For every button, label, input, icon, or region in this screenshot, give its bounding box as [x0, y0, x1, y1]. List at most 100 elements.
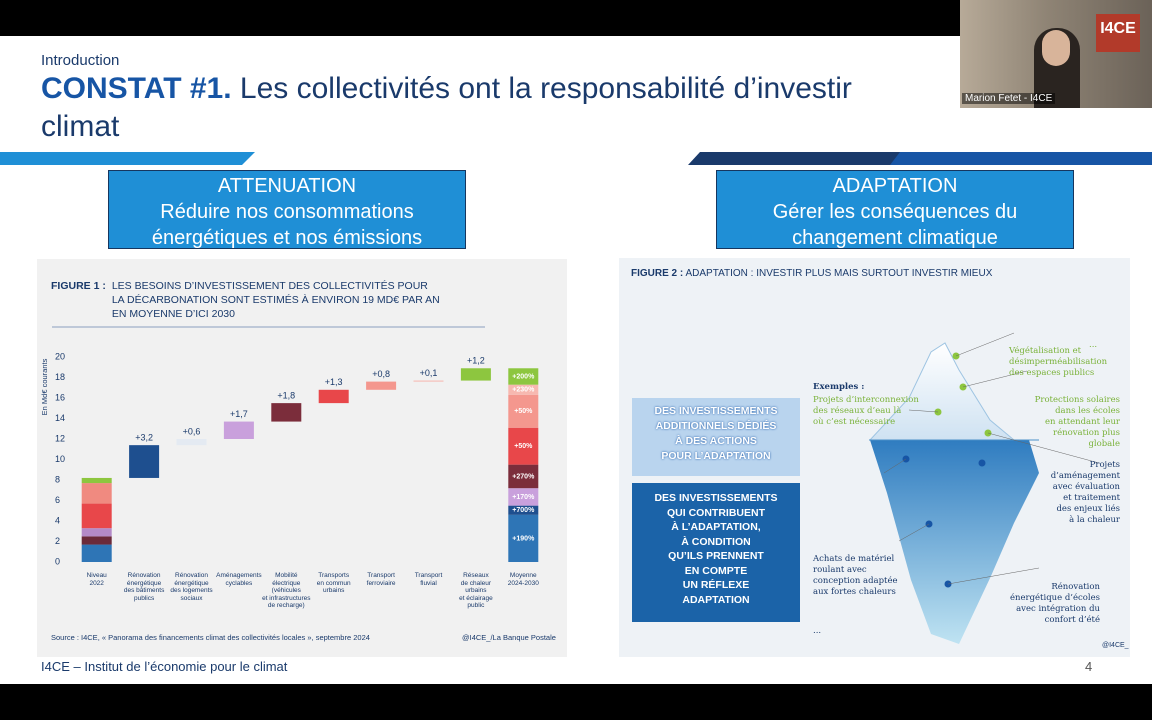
attenuation-box: ATTENUATION Réduire nos consommations éne… — [108, 170, 466, 249]
x-tick-label: Aménagements cyclables — [216, 572, 262, 587]
box-heading: ADAPTATION — [832, 175, 958, 197]
y-tick-label: 12 — [55, 433, 65, 443]
annotation: ... — [813, 626, 822, 636]
credit: @I4CE_/La Banque Postale — [462, 633, 556, 642]
bar-segment — [81, 528, 112, 537]
box-text: Réduire nos consommations énergétiques e… — [151, 201, 423, 249]
y-tick-label: 14 — [55, 413, 65, 423]
bar-segment — [508, 384, 539, 395]
x-tick-label: Mobilité électrique (véhicules et infras… — [262, 572, 311, 609]
bar-segment — [81, 503, 112, 529]
examples-label: Exemples : — [813, 382, 865, 392]
y-tick-label: 4 — [55, 515, 60, 525]
value-label: +1,3 — [325, 377, 343, 387]
figure-label: FIGURE 2 : — [631, 268, 684, 279]
box-contributing: DES INVESTISSEMENTS QUI CONTRIBUENT À L’… — [632, 483, 800, 622]
stripe-right-blue — [890, 152, 1152, 165]
y-tick-label: 10 — [55, 454, 65, 464]
value-label: +1,2 — [467, 356, 485, 366]
bar — [129, 445, 160, 478]
annotation: ... — [1089, 340, 1098, 350]
bar-segment — [508, 488, 539, 506]
slide: Introduction CONSTAT #1. Les collectivit… — [0, 36, 1152, 684]
iceberg-bottom — [870, 440, 1039, 644]
face — [1042, 30, 1070, 66]
iceberg-top — [868, 342, 1016, 441]
segment-label: +700% — [512, 507, 535, 514]
figure-2: FIGURE 2 : ADAPTATION : INVESTIR PLUS MA… — [619, 258, 1130, 657]
y-axis-label: En Md€ courants — [40, 358, 49, 415]
segment-label: +270% — [512, 473, 535, 480]
figure-title-text: ADAPTATION : INVESTIR PLUS MAIS SURTOUT … — [685, 268, 993, 279]
box-heading: ATTENUATION — [217, 175, 357, 197]
segment-label: +230% — [512, 387, 535, 394]
y-tick-label: 20 — [55, 351, 65, 361]
value-label: +1,7 — [230, 409, 248, 419]
video-tile[interactable]: I4CE Marion Fetet - I4CE — [960, 0, 1152, 108]
footer-text: I4CE – Institut de l’économie pour le cl… — [41, 659, 288, 674]
value-label: +3,2 — [135, 433, 153, 443]
leader-lines — [883, 332, 1100, 585]
value-label: +0,8 — [372, 369, 390, 379]
stripe-left — [0, 152, 255, 165]
value-label: +0,1 — [420, 368, 438, 378]
segment-label: +190% — [512, 535, 535, 542]
y-tick-label: 0 — [55, 556, 60, 566]
annotation: Projets d’aménagement avec évaluation et… — [1050, 460, 1120, 525]
x-tick-label: Réseaux de chaleur urbains et éclairage … — [459, 572, 493, 609]
section-label: Introduction — [41, 52, 120, 69]
chart: En Md€ courants 0 2 4 6 8 10 12 14 16 18 20 +3,2 +0,… — [40, 326, 539, 566]
figure-1: FIGURE 1 : LES BESOINS D’INVESTISSEMENT D… — [37, 259, 567, 657]
x-tick-label: Rénovation énergétique des bâtiments pub… — [123, 572, 165, 602]
y-tick-label: 2 — [55, 536, 60, 546]
y-tick-label: 6 — [55, 495, 60, 505]
box-additional: DES INVESTISSEMENTS ADDITIONNELS DÉDIÉS … — [632, 398, 800, 476]
bar-segment — [508, 505, 539, 515]
x-tick-label: Moyenne 2024-2030 — [507, 572, 539, 587]
box-text: Gérer les conséquences du changement cli… — [772, 201, 1018, 249]
y-tick-label: 8 — [55, 474, 60, 484]
bar — [176, 439, 207, 446]
value-label: +0,6 — [183, 426, 201, 436]
page-number: 4 — [1085, 659, 1093, 674]
figure-title: FIGURE 1 : LES BESOINS D’INVESTISSEMENT D… — [51, 279, 440, 321]
stripes — [0, 152, 1152, 165]
bar-segment — [508, 368, 539, 385]
bar-segment — [508, 394, 539, 428]
annotation: Projets d’interconnexion des réseaux d’e… — [813, 395, 919, 427]
bar-segment — [81, 477, 112, 484]
segment-label: +200% — [512, 373, 535, 380]
y-tick-label: 18 — [55, 372, 65, 382]
value-label: +1,8 — [277, 391, 295, 401]
bar — [460, 368, 491, 381]
figure-title: FIGURE 2 : ADAPTATION : INVESTIR PLUS MA… — [631, 268, 992, 279]
x-tick-label: Transport ferroviaire — [366, 572, 396, 587]
x-tick-label: Transports en commun urbains — [316, 572, 351, 594]
bar-segment — [508, 514, 539, 562]
x-tick-label: Transport fluvial — [414, 572, 443, 587]
annotation: Protections solaires dans les écoles en … — [1034, 395, 1120, 449]
segment-label: +50% — [514, 443, 533, 450]
x-tick-label: Niveau 2022 — [86, 572, 107, 587]
bar-segment — [508, 464, 539, 489]
bar-segment — [81, 536, 112, 545]
source: Source : I4CE, « Panorama des financemen… — [51, 633, 370, 642]
figure-title-text: LES BESOINS D’INVESTISSEMENT DES COLLECT… — [111, 280, 440, 320]
credit: @I4CE_ — [1102, 642, 1129, 649]
participant-name: Marion Fetet - I4CE — [962, 93, 1056, 104]
bar — [413, 380, 444, 382]
title-bold: CONSTAT #1. — [41, 72, 232, 105]
bar — [223, 421, 254, 439]
y-tick-label: 16 — [55, 392, 65, 402]
annotation: Rénovation énergétique d’écoles avec int… — [1009, 582, 1100, 625]
figure-label: FIGURE 1 : — [51, 280, 106, 292]
bar-segment — [508, 427, 539, 465]
annotation: Achats de matériel roulant avec concepti… — [813, 554, 898, 597]
annotation: Végétalisation et désimperméabilisation … — [1009, 346, 1108, 378]
adaptation-box: ADAPTATION Gérer les conséquences du chan… — [716, 170, 1074, 249]
logo: I4CE — [1096, 14, 1140, 52]
bar — [318, 389, 349, 404]
segment-label: +50% — [514, 408, 533, 415]
segment-label: +170% — [512, 494, 535, 501]
